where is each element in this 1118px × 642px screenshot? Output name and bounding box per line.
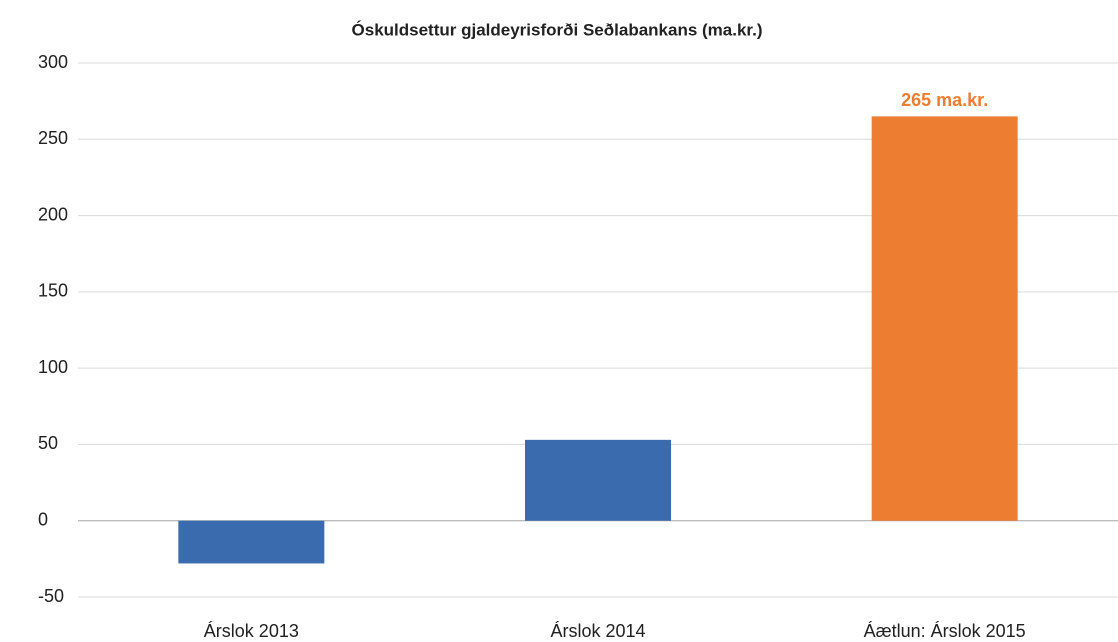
x-tick-label: Áætlun: Árslok 2015 [864, 621, 1026, 641]
y-tick-label: 150 [38, 281, 68, 301]
y-tick-label: 250 [38, 128, 68, 148]
bar [871, 116, 1018, 521]
x-tick-label: Árslok 2013 [204, 621, 299, 641]
bar [178, 520, 325, 564]
y-tick-label: 50 [38, 433, 58, 453]
y-tick-label: 0 [38, 509, 48, 529]
x-tick-label: Árslok 2014 [550, 621, 645, 641]
y-tick-label: 100 [38, 357, 68, 377]
chart-title: Óskuldsettur gjaldeyrisforði Seðlabankan… [352, 20, 763, 39]
y-tick-label: -50 [38, 586, 64, 606]
y-tick-label: 200 [38, 204, 68, 224]
y-tick-label: 300 [38, 52, 68, 72]
bar [525, 439, 671, 521]
data-label: 265 ma.kr. [901, 90, 988, 110]
